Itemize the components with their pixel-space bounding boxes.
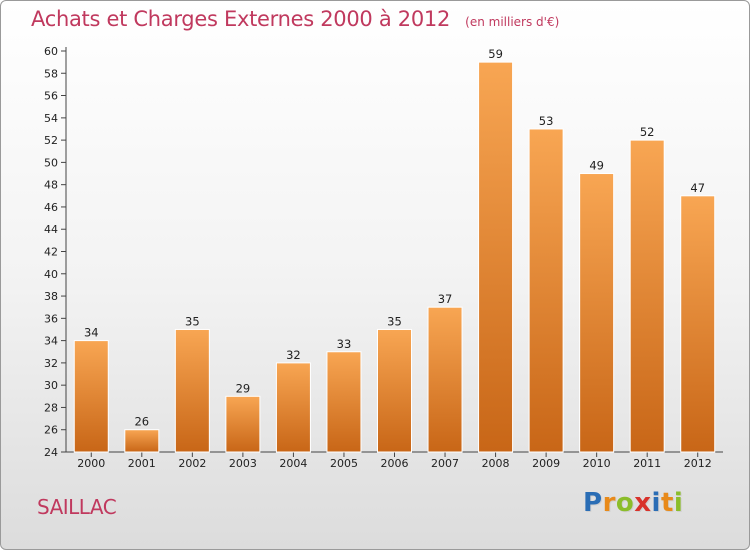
- y-axis: 24 26 28 30 32 34 36 38 40 42 44 46 48 50 52 54 56 58 60: [44, 45, 67, 459]
- y-tick-label: 42: [44, 246, 58, 259]
- bar-value-label: 34: [84, 326, 99, 340]
- bar-2006[interactable]: [377, 328, 412, 453]
- logo-letter: t: [660, 488, 674, 518]
- bar-value-label: 35: [185, 314, 200, 328]
- x-tick-label: 2012: [684, 457, 712, 470]
- bar-value-label: 59: [488, 47, 503, 61]
- y-tick-label: 36: [44, 312, 58, 325]
- y-tick-label: 38: [44, 290, 58, 303]
- bar-2003[interactable]: [225, 395, 261, 453]
- bar-value-label: 37: [438, 292, 453, 306]
- bar-value-label: 53: [539, 114, 554, 128]
- y-tick-label: 34: [44, 335, 58, 348]
- y-tick-label: 30: [44, 379, 58, 392]
- bar-value-label: 49: [589, 159, 604, 173]
- x-tick-label: 2007: [431, 457, 459, 470]
- x-tick-label: 2006: [381, 457, 409, 470]
- logo-letter: P: [583, 488, 603, 518]
- logo-letter: o: [615, 488, 635, 518]
- bar-value-label: 47: [690, 181, 705, 195]
- bar-2004[interactable]: [275, 362, 311, 453]
- logo-letter: i: [673, 488, 684, 518]
- title-row: Achats et Charges Externes 2000 à 2012 (…: [31, 7, 559, 31]
- y-tick-label: 44: [44, 223, 58, 236]
- bar-value-label: 32: [286, 348, 301, 362]
- y-tick-label: 52: [44, 134, 58, 147]
- logo-letter: x: [634, 488, 652, 518]
- x-tick-label: 2011: [633, 457, 661, 470]
- bar-value-label: 33: [337, 337, 352, 351]
- bar-2012[interactable]: [680, 195, 716, 453]
- chart-title: Achats et Charges Externes 2000 à 2012: [31, 7, 451, 31]
- bar-value-label: 29: [236, 381, 251, 395]
- y-tick-label: 32: [44, 357, 58, 370]
- x-tick-label: 2001: [128, 457, 156, 470]
- bar-value-label: 35: [387, 314, 402, 328]
- logo-letter: r: [602, 488, 616, 518]
- logo-letter: i: [651, 488, 661, 518]
- commune-name: SAILLAC: [37, 495, 117, 519]
- bar-2008[interactable]: [478, 61, 514, 453]
- bar-2000[interactable]: [73, 340, 109, 453]
- x-axis: 2000 2001 2002 2003 2004 2005 2006 2007 2008 2009…: [66, 451, 723, 470]
- bar-2002[interactable]: [174, 328, 210, 453]
- y-tick-label: 50: [44, 156, 58, 169]
- bar-2005[interactable]: [326, 351, 362, 453]
- y-tick-label: 40: [44, 268, 58, 281]
- chart-subtitle: (en milliers d'€): [465, 15, 560, 29]
- x-tick-label: 2002: [178, 457, 206, 470]
- bar-2009[interactable]: [528, 128, 564, 453]
- y-tick-label: 60: [44, 45, 58, 58]
- bar-2011[interactable]: [629, 139, 665, 453]
- y-tick-label: 48: [44, 179, 58, 192]
- x-tick-label: 2005: [330, 457, 358, 470]
- bar-2007[interactable]: [427, 306, 463, 453]
- y-tick-label: 46: [44, 201, 58, 214]
- x-tick-label: 2008: [482, 457, 510, 470]
- y-tick-label: 26: [44, 424, 58, 437]
- x-tick-label: 2004: [279, 457, 307, 470]
- bar-value-label: 52: [640, 125, 655, 139]
- x-tick-label: 2010: [583, 457, 611, 470]
- y-tick-label: 24: [44, 446, 58, 459]
- x-tick-label: 2000: [77, 457, 105, 470]
- bar-value-label: 26: [134, 415, 149, 429]
- proxiti-logo[interactable]: Proxiti: [583, 488, 683, 518]
- y-tick-label: 56: [44, 90, 58, 103]
- bars: [73, 61, 716, 453]
- bar-2010[interactable]: [579, 173, 615, 453]
- y-tick-label: 28: [44, 401, 58, 414]
- y-tick-label: 58: [44, 67, 58, 80]
- bar-2001[interactable]: [124, 429, 160, 453]
- x-tick-label: 2009: [532, 457, 560, 470]
- data-labels: 34 26 35 29 32 33 35 37 59 53 49 52 47: [84, 47, 705, 429]
- x-tick-label: 2003: [229, 457, 257, 470]
- y-tick-label: 54: [44, 112, 58, 125]
